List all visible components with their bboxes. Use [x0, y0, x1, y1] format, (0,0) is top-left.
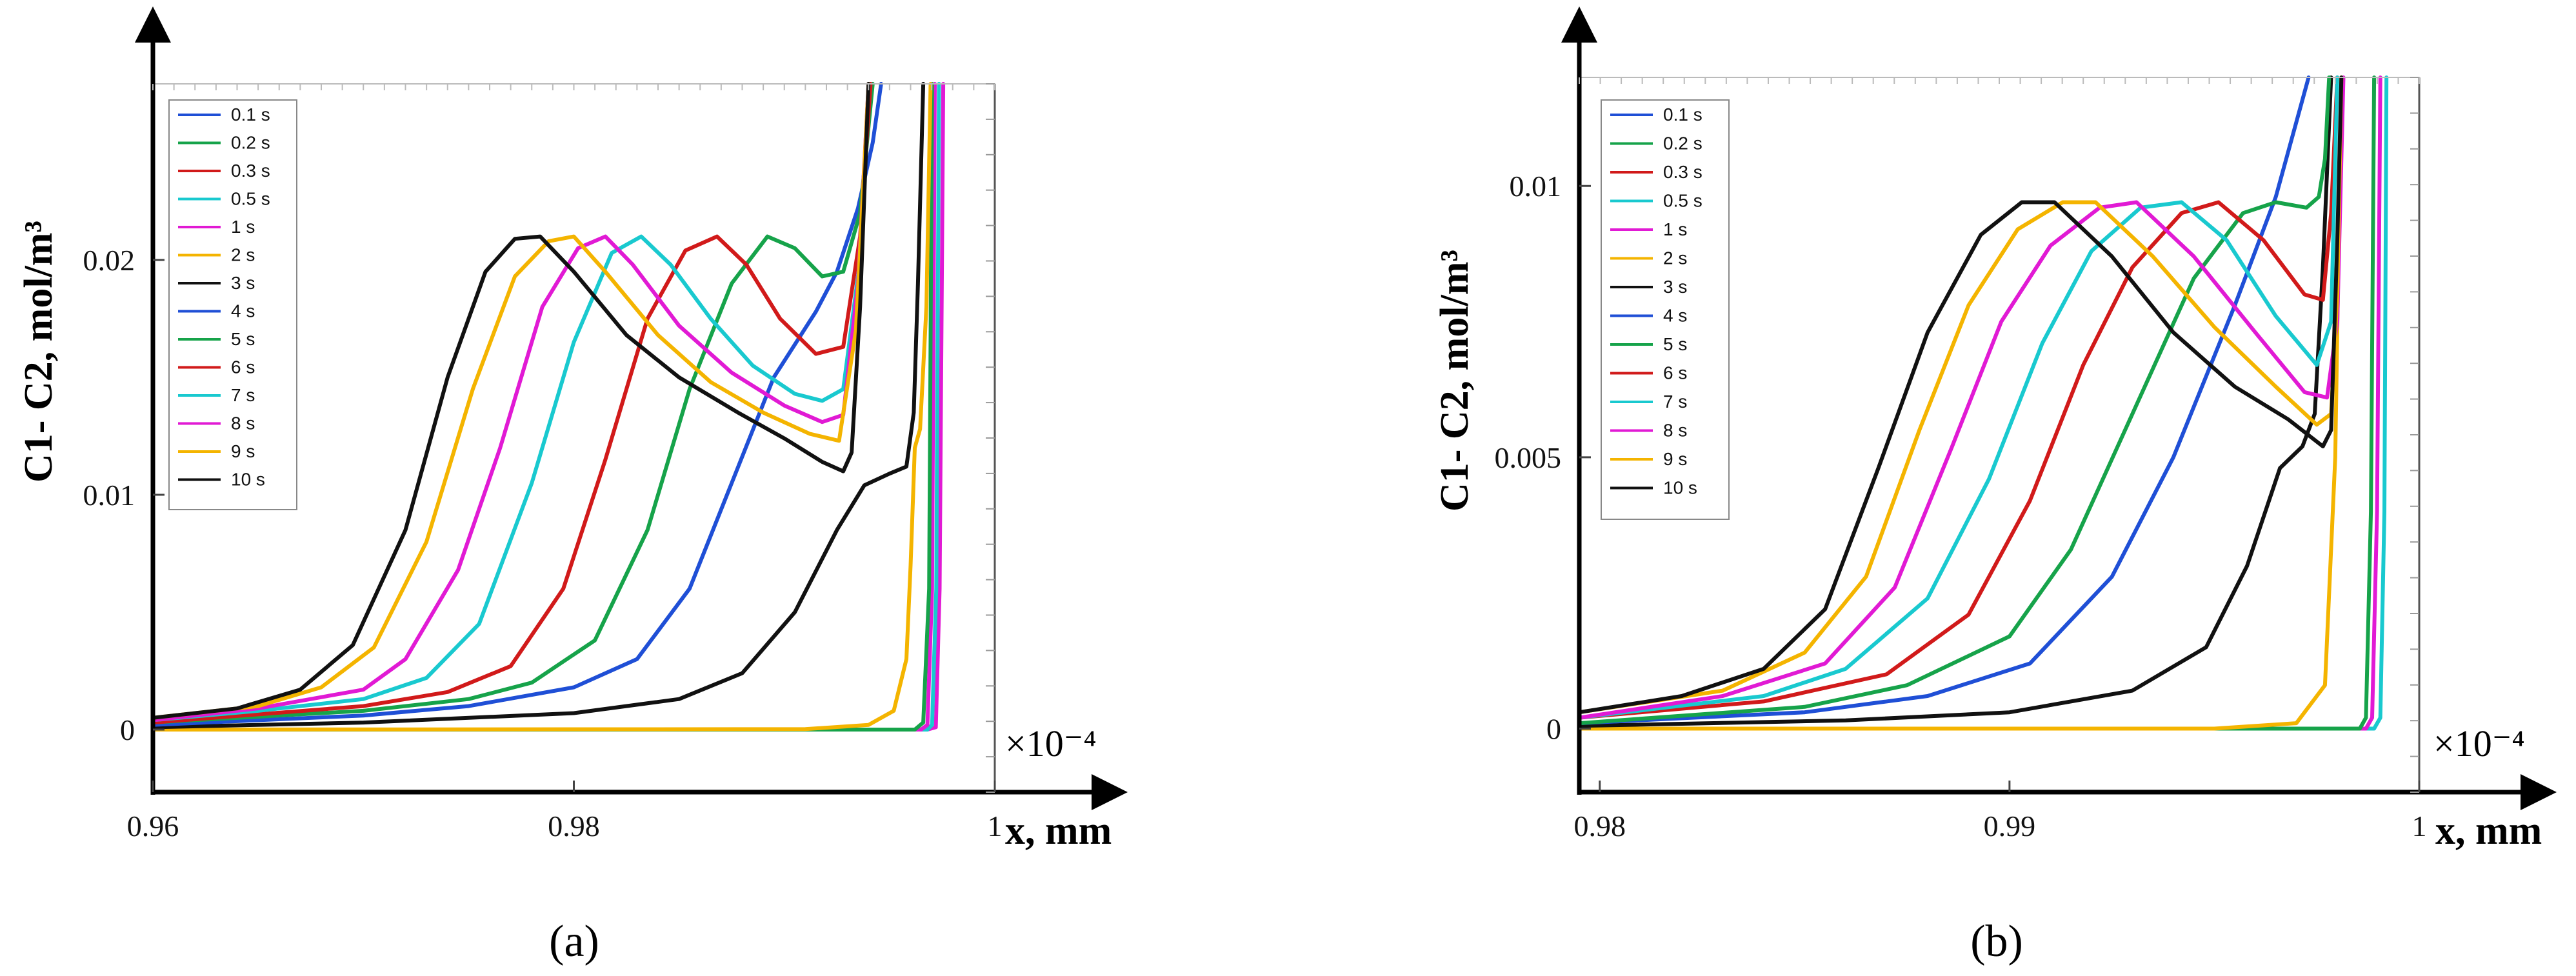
legend-b: 0.1 s 0.2 s 0.3 s 0.5 s 1 s 2 s 3 s 4 s 5 s 6 s 7 …	[1601, 99, 1730, 520]
series-line-8s	[151, 82, 871, 720]
legend-box	[168, 99, 297, 510]
legend-label: 2 s	[1663, 248, 1687, 268]
legend-label: 1 s	[231, 217, 255, 237]
x-ticks-a: 0.96 0.98 1	[127, 84, 1003, 842]
legend-label: 0.1 s	[1663, 105, 1702, 124]
legend-label: 0.1 s	[231, 105, 270, 124]
legend-label: 3 s	[231, 273, 255, 293]
legend-label: 0.2 s	[1663, 134, 1702, 154]
y-tick-label: 0.005	[1495, 441, 1562, 474]
legend-label: 1 s	[1663, 219, 1687, 239]
x-tick-label: 0.96	[127, 810, 179, 842]
caption-a: (a)	[549, 917, 599, 966]
series-line-3s	[151, 82, 883, 727]
y-tick-label: 0.02	[83, 244, 135, 277]
x-tick-label: 0.98	[1574, 810, 1626, 842]
x-axis-label-b: x, mm	[2435, 809, 2542, 853]
legend-label: 4 s	[1663, 306, 1687, 326]
series-line-6s	[1577, 75, 2339, 720]
y-tick-label: 0.01	[83, 479, 135, 512]
legend-label: 0.3 s	[231, 161, 270, 181]
panel-a: 0 0.01 0.02 0.96 0.98 1 ×10⁻⁴ x, mm C1- C2, …	[17, 6, 1128, 966]
legend-label: 6 s	[231, 357, 255, 377]
x-tick-label: 1	[988, 810, 1003, 842]
series-line-8s	[1577, 75, 2344, 715]
y-tick-label: 0.01	[1510, 170, 1562, 203]
panel-b: 0 0.005 0.01 0.98 0.99 1 ×10⁻⁴ x, mm C1- C2,…	[1433, 6, 2557, 966]
legend-label: 0.5 s	[231, 189, 270, 209]
legend-label: 7 s	[231, 385, 255, 405]
legend-label: 10 s	[231, 470, 265, 490]
legend-box	[1601, 99, 1730, 520]
legend-label: 9 s	[1663, 449, 1687, 469]
series-line-4s	[1577, 75, 2331, 726]
series-line-1s	[151, 82, 933, 732]
series-line-6s	[151, 82, 871, 722]
series-line-5s	[1577, 75, 2339, 720]
y-axis-label-b: C1- C2, mol/m³	[1433, 250, 1477, 512]
series-line-2s	[151, 82, 926, 730]
x-tick-label: 1	[2412, 810, 2427, 842]
chart-lines-a	[151, 82, 946, 732]
series-line-4s	[151, 82, 875, 725]
legend-label: 9 s	[231, 441, 255, 461]
legend-label: 0.5 s	[1663, 191, 1702, 211]
legend-label: 3 s	[1663, 277, 1687, 297]
y-ticks-b: 0 0.005 0.01	[1495, 77, 2419, 793]
y-axis-label-a: C1- C2, mol/m³	[17, 221, 61, 483]
series-line-5s	[151, 82, 873, 725]
legend-label: 8 s	[231, 413, 255, 433]
series-line-1s	[1577, 75, 2344, 731]
x-axis-label-a: x, mm	[1005, 809, 1112, 853]
y-tick-label: 0	[120, 713, 135, 746]
legend-label: 0.3 s	[1663, 162, 1702, 182]
x-ticks-b: 0.98 0.99 1	[1574, 77, 2427, 842]
legend-label: 0.2 s	[231, 133, 270, 153]
legend-label: 10 s	[1663, 478, 1697, 498]
legend-label: 5 s	[1663, 334, 1687, 354]
caption-b: (b)	[1970, 917, 2023, 966]
x-multiplier-a: ×10⁻⁴	[1005, 722, 1097, 764]
legend-label: 4 s	[231, 301, 255, 321]
legend-label: 5 s	[231, 329, 255, 349]
series-line-9s	[1577, 75, 2344, 715]
y-tick-label: 0	[1546, 712, 1561, 745]
x-multiplier-b: ×10⁻⁴	[2433, 722, 2525, 764]
x-tick-label: 0.99	[1984, 810, 2036, 842]
legend-label: 8 s	[1663, 421, 1687, 441]
legend-label: 6 s	[1663, 363, 1687, 383]
series-line-9s	[151, 82, 871, 720]
legend-a: 0.1 s 0.2 s 0.3 s 0.5 s 1 s 2 s 3 s 4 s 5 s 6 s 7 …	[168, 99, 297, 510]
y-ticks-a: 0 0.01 0.02	[83, 83, 995, 793]
legend-label: 7 s	[1663, 392, 1687, 412]
legend-label: 2 s	[231, 245, 255, 265]
chart-lines-b	[1577, 75, 2389, 731]
x-tick-label: 0.98	[548, 810, 600, 842]
series-line-7s	[151, 82, 871, 722]
series-line-3s	[1577, 75, 2311, 726]
